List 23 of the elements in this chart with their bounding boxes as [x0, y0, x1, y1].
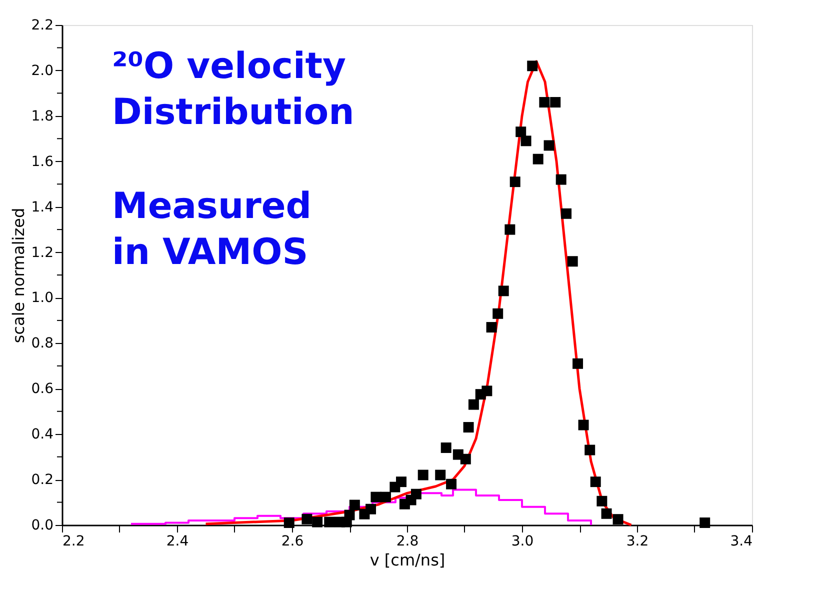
x-tick-label: 2.6 — [281, 534, 304, 550]
x-tick-label: 3.2 — [626, 534, 649, 550]
y-tick-label: 0.0 — [31, 518, 54, 534]
y-tick-label: 2.0 — [31, 62, 54, 79]
y-tick-label: 0.6 — [31, 381, 54, 398]
y-tick-label: 1.0 — [31, 290, 54, 306]
y-tick-label: 1.4 — [31, 199, 54, 216]
y-tick-label: 1.2 — [31, 244, 54, 261]
y-tick-label: 0.2 — [31, 472, 54, 488]
y-axis-title: scale normalized — [9, 208, 28, 344]
annotation: Measured in VAMOS — [112, 186, 312, 273]
x-tick-label: 3.4 — [730, 534, 753, 550]
y-tick-label: 1.8 — [31, 108, 54, 124]
y-tick-label: 2.2 — [31, 18, 54, 34]
x-tick-label: 2.2 — [62, 534, 85, 550]
x-tick-label: 3.0 — [511, 534, 534, 550]
y-tick-label: 0.4 — [31, 426, 54, 443]
x-tick-label: 2.4 — [166, 534, 189, 550]
y-tick-label: 0.8 — [31, 336, 54, 352]
annotation: ²⁰O velocity Distribution — [112, 46, 354, 133]
x-tick-label: 2.8 — [396, 534, 419, 550]
y-tick-label: 1.6 — [31, 154, 54, 170]
x-axis-title: v [cm/ns] — [370, 550, 446, 570]
